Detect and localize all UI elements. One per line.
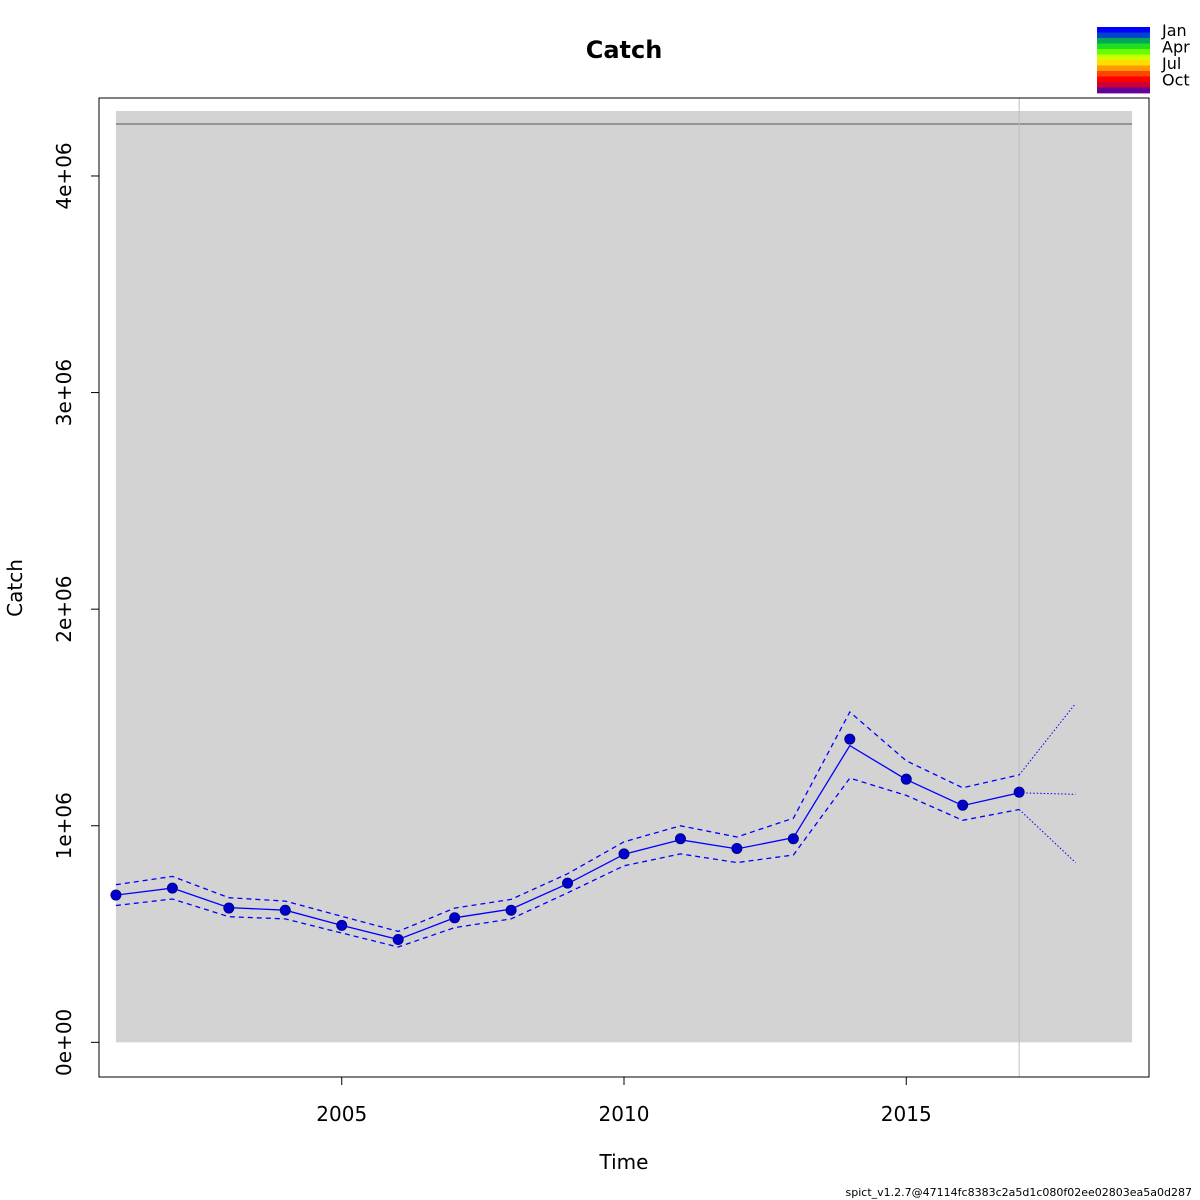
data-point xyxy=(1013,786,1025,798)
legend-swatch xyxy=(1097,65,1150,72)
y-axis-label: Catch xyxy=(3,559,27,617)
forecast-upper-line xyxy=(1018,703,1076,776)
legend-label: Apr xyxy=(1162,38,1190,57)
x-tick-label: 2010 xyxy=(599,1102,650,1126)
legend-swatch xyxy=(1097,38,1150,44)
y-tick-label: 4e+06 xyxy=(52,142,76,209)
data-point xyxy=(505,904,517,916)
legend-swatch xyxy=(1097,49,1150,55)
x-axis-label: Time xyxy=(599,1150,649,1174)
legend-label: Jul xyxy=(1161,54,1181,73)
data-point xyxy=(449,912,461,924)
data-point xyxy=(392,933,404,945)
legend-swatch xyxy=(1097,82,1150,88)
data-point xyxy=(166,882,178,894)
x-tick-label: 2005 xyxy=(316,1102,367,1126)
legend-swatch xyxy=(1097,87,1150,94)
legend-swatch xyxy=(1097,54,1150,61)
data-point xyxy=(674,833,686,845)
legend-swatch xyxy=(1097,27,1150,33)
data-point xyxy=(618,848,630,860)
legend-swatch xyxy=(1097,71,1150,77)
plot-area: 2005 2010 2015 0e+00 1e+06 2e+06 3e+06 4e+06 xyxy=(52,97,1150,1126)
legend-swatch xyxy=(1097,43,1150,50)
y-tick-label: 1e+06 xyxy=(52,792,76,859)
legend-swatch xyxy=(1097,76,1150,83)
legend-label: Oct xyxy=(1162,71,1190,90)
data-point xyxy=(279,904,291,916)
shaded-region xyxy=(115,110,1133,1043)
data-point xyxy=(731,842,743,854)
data-point xyxy=(110,889,122,901)
data-point xyxy=(223,902,235,914)
data-point xyxy=(844,733,856,745)
chart-title: Catch xyxy=(586,36,663,64)
y-tick-label: 3e+06 xyxy=(52,359,76,426)
legend-swatch xyxy=(1097,60,1150,66)
x-tick-label: 2015 xyxy=(881,1102,932,1126)
y-tick-label: 0e+00 xyxy=(52,1009,76,1076)
y-tick-label: 2e+06 xyxy=(52,576,76,643)
forecast-lower-line xyxy=(1018,809,1076,863)
legend-label: Jan xyxy=(1161,21,1187,40)
upper-ci-line xyxy=(115,710,1020,933)
data-point xyxy=(900,773,912,785)
version-footer: spict_v1.2.7@47114fc8383c2a5d1c080f02ee0… xyxy=(846,1186,1192,1199)
data-point xyxy=(336,919,348,931)
data-point xyxy=(787,833,799,845)
data-point xyxy=(562,877,574,889)
data-point xyxy=(957,799,969,811)
legend-swatch xyxy=(1097,32,1150,39)
forecast-line xyxy=(1019,792,1076,795)
lower-ci-line xyxy=(115,777,1020,948)
